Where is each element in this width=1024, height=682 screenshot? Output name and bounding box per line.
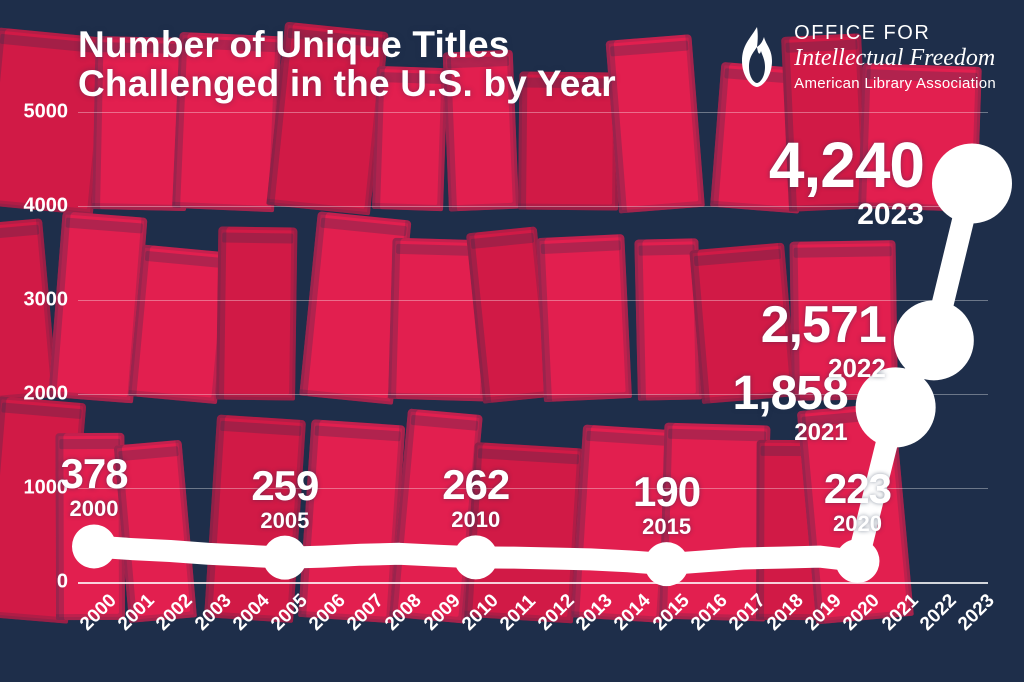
data-marker (894, 300, 974, 380)
data-marker (856, 367, 936, 447)
data-marker (454, 535, 498, 579)
data-marker (645, 542, 689, 586)
org-lockup: OFFICE FOR Intellectual Freedom American… (734, 22, 996, 92)
infographic-stage: Number of Unique Titles Challenged in th… (0, 0, 1024, 682)
flame-icon (734, 25, 780, 89)
org-line2: Intellectual Freedom (794, 45, 996, 73)
org-line1: OFFICE FOR (794, 22, 996, 45)
title-line1: Number of Unique Titles (78, 24, 510, 65)
gridline (78, 488, 988, 489)
org-line3: American Library Association (794, 75, 996, 92)
gridline (78, 300, 988, 301)
data-marker (72, 524, 116, 568)
data-marker (932, 143, 1012, 223)
chart-title: Number of Unique Titles Challenged in th… (78, 26, 616, 104)
line-chart: 0100020003000400050003782000259200526220… (78, 112, 988, 582)
plot-svg (78, 112, 988, 582)
gridline (78, 206, 988, 207)
title-line2: Challenged in the U.S. by Year (78, 63, 616, 104)
gridline (78, 394, 988, 395)
data-marker (835, 539, 879, 583)
y-tick-label: 2000 (24, 383, 79, 406)
gridline (78, 112, 988, 113)
y-tick-label: 3000 (24, 289, 79, 312)
y-tick-label: 4000 (24, 195, 79, 218)
y-tick-label: 1000 (24, 477, 79, 500)
y-tick-label: 0 (57, 571, 78, 594)
data-marker (263, 536, 307, 580)
y-tick-label: 5000 (24, 101, 79, 124)
series-line (94, 183, 972, 564)
gridline (78, 582, 988, 584)
